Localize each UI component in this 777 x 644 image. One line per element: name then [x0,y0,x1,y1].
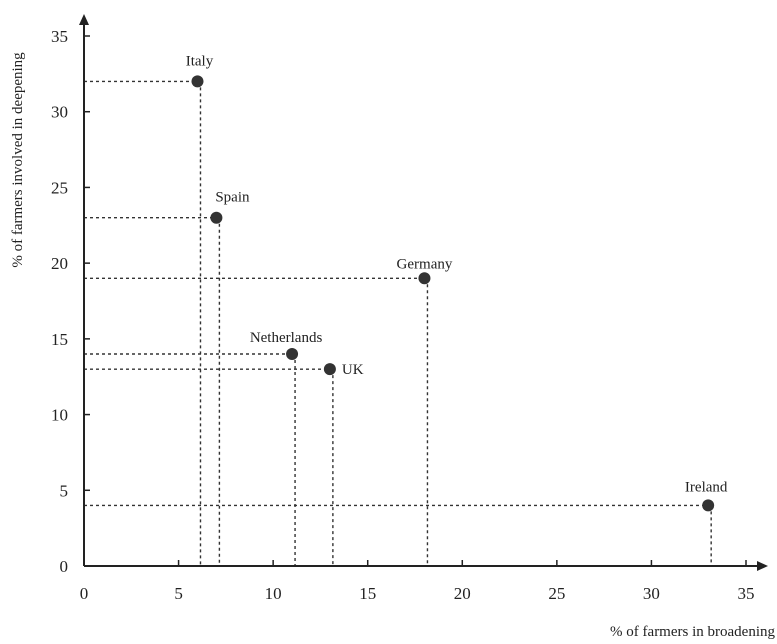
x-tick-label: 30 [643,584,660,603]
x-ticks: 0 5 10 15 20 25 30 35 [80,560,755,603]
y-tick-label: 0 [60,557,69,576]
axes [79,14,768,571]
data-point [210,211,223,224]
y-tick-label: 10 [51,406,68,425]
data-point [286,348,299,360]
x-tick-label: 5 [174,584,183,603]
point-label: Germany [397,256,453,272]
y-axis-arrow-icon [79,14,89,25]
point-label: Spain [215,190,250,206]
data-point [323,363,336,376]
point-label: Italy [186,53,214,69]
data-point [418,272,431,285]
x-tick-label: 0 [80,584,89,603]
y-tick-label: 20 [51,254,68,273]
x-tick-label: 15 [359,584,376,603]
x-tick-label: 20 [454,584,471,603]
y-tick-label: 35 [51,27,68,46]
y-ticks: 0 5 10 15 20 25 30 35 [51,27,90,576]
y-tick-label: 25 [51,178,68,197]
x-tick-label: 10 [265,584,282,603]
x-axis-title: % of farmers in broadening [610,624,775,640]
x-axis-arrow-icon [757,561,768,571]
data-point [702,499,715,512]
point-labels: Italy Spain Germany Netherlands UK Ireland [186,53,728,495]
data-points [191,75,715,512]
guide-lines [84,80,712,566]
x-tick-label: 25 [548,584,565,603]
y-tick-label: 30 [51,103,68,122]
y-tick-label: 15 [51,330,68,349]
point-label: Netherlands [250,330,323,346]
x-tick-label: 35 [738,584,755,603]
y-axis-title: % of farmers involved in deepening [10,52,26,268]
y-tick-label: 5 [60,481,69,500]
point-label: Ireland [685,479,728,495]
data-point [191,75,204,88]
point-label: UK [342,362,364,378]
